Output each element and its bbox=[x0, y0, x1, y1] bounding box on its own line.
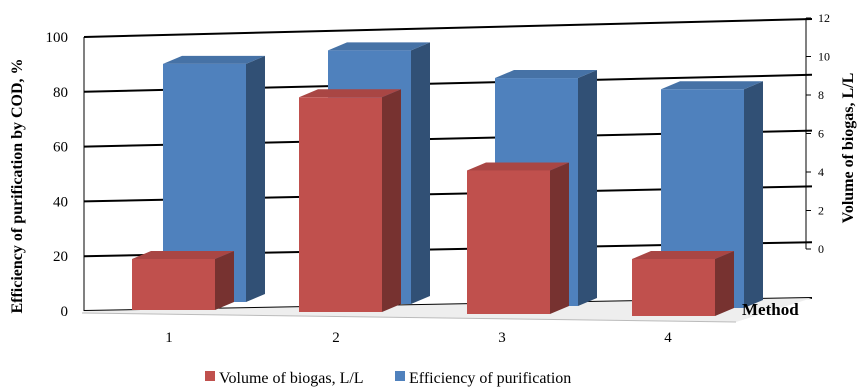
left-tick-label: 100 bbox=[46, 30, 69, 46]
left-tick-label: 80 bbox=[53, 85, 68, 101]
category-ticks: 1 2 3 4 bbox=[165, 330, 672, 346]
legend-swatch-biogas bbox=[205, 371, 215, 381]
left-tick-label: 60 bbox=[53, 140, 68, 156]
left-axis-ticks: 0 20 40 60 80 100 bbox=[46, 30, 69, 320]
legend-label-efficiency: Efficiency of purification bbox=[409, 370, 571, 387]
bar-biogas bbox=[632, 251, 734, 316]
right-tick-label: 0 bbox=[818, 242, 824, 256]
legend-label-biogas: Volume of biogas, L/L bbox=[219, 370, 364, 387]
right-tick-label: 4 bbox=[818, 165, 824, 179]
right-axis-title: Volume of biogas, L/L bbox=[840, 73, 857, 224]
left-tick-label: 20 bbox=[53, 249, 68, 265]
legend-swatch-efficiency bbox=[395, 371, 405, 381]
category-label: 4 bbox=[664, 330, 672, 346]
category-label: 1 bbox=[165, 330, 173, 346]
floor-plane bbox=[82, 298, 812, 322]
left-tick-label: 0 bbox=[61, 304, 69, 320]
category-label: 2 bbox=[332, 330, 340, 346]
right-tick-label: 8 bbox=[818, 88, 824, 102]
left-tick-label: 40 bbox=[53, 194, 68, 210]
bars-efficiency bbox=[163, 42, 763, 309]
right-tick-label: 6 bbox=[818, 127, 824, 141]
bars-biogas bbox=[132, 89, 734, 316]
x-axis-line bbox=[81, 312, 737, 323]
left-axis-title: Efficiency of purification by COD, % bbox=[9, 58, 26, 313]
legend: Volume of biogas, L/L Efficiency of puri… bbox=[205, 370, 571, 387]
bar-biogas bbox=[299, 89, 401, 312]
bar-biogas bbox=[132, 251, 234, 310]
right-tick-label: 2 bbox=[818, 204, 824, 218]
chart-floor bbox=[81, 298, 812, 323]
x-axis-title: Method bbox=[742, 300, 799, 319]
bar-biogas bbox=[467, 162, 569, 314]
category-label: 3 bbox=[498, 330, 506, 346]
gridline bbox=[83, 18, 813, 38]
right-tick-label: 10 bbox=[818, 50, 830, 64]
right-tick-label: 12 bbox=[818, 11, 830, 25]
right-axis-ticks: 0 2 4 6 8 10 12 bbox=[805, 11, 830, 256]
